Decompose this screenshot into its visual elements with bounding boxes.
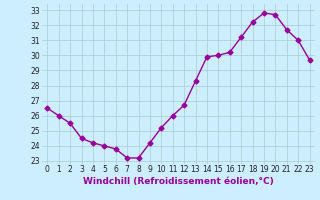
X-axis label: Windchill (Refroidissement éolien,°C): Windchill (Refroidissement éolien,°C) bbox=[83, 177, 274, 186]
